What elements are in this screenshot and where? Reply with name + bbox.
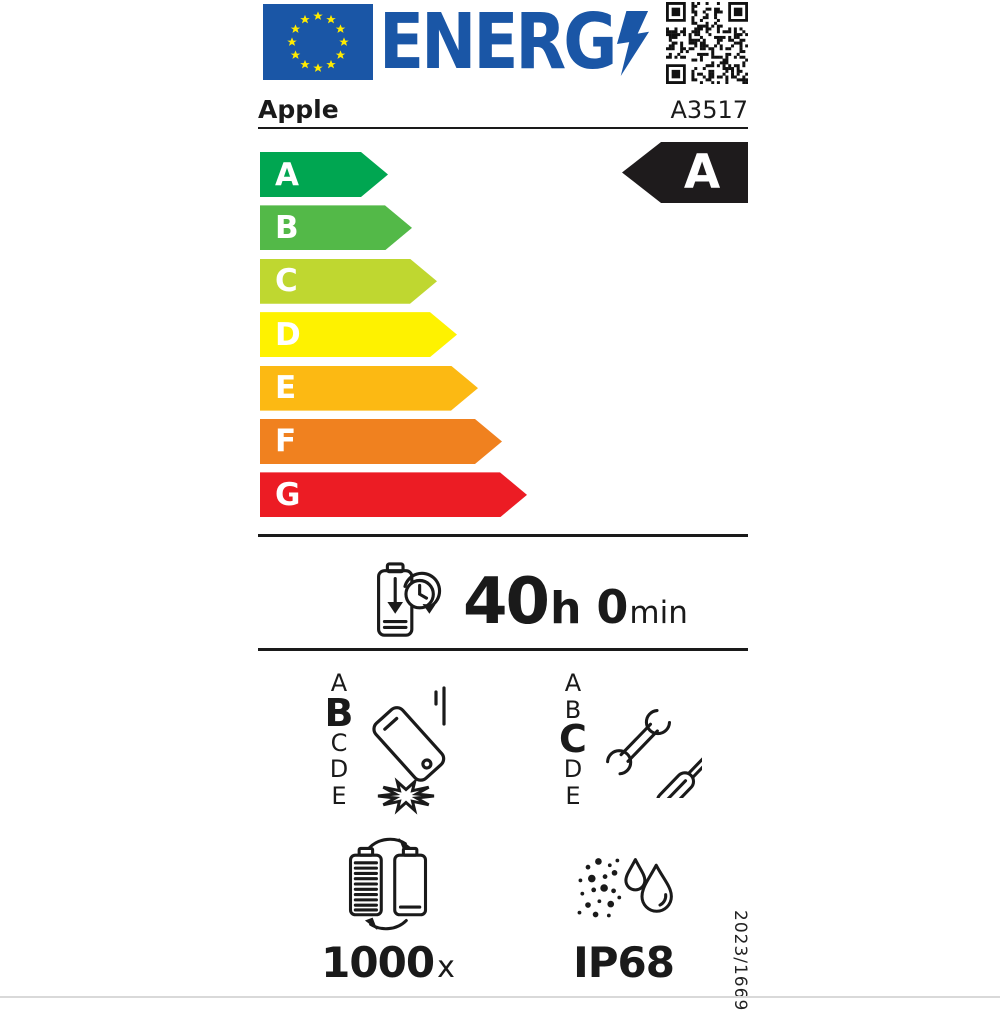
- eu-flag-icon: [263, 4, 373, 80]
- page-divider: [0, 996, 1000, 998]
- class-letter: F: [275, 423, 297, 460]
- cycles-number: 1000: [321, 938, 435, 987]
- divider: [258, 648, 748, 651]
- scale-letter: D: [563, 755, 583, 783]
- energy-class-arrow-f: F: [260, 419, 502, 464]
- scale-letter: E: [331, 781, 347, 810]
- endurance-minutes-unit: min: [629, 595, 688, 631]
- class-letter: C: [275, 263, 298, 300]
- scale-letter: C: [330, 728, 348, 757]
- drop-resistance-scale: A B C D E: [320, 670, 358, 816]
- qr-code: [666, 2, 748, 84]
- phone-drop-icon: [372, 686, 446, 815]
- cycles-unit: x: [437, 950, 455, 985]
- scale-letter: A: [330, 669, 348, 697]
- class-letter: B: [275, 209, 299, 246]
- energ-logo-text: ENERG: [379, 0, 617, 87]
- energy-class-arrow-a: A: [260, 152, 388, 197]
- repairability-section: A B C D E: [554, 670, 702, 809]
- class-letter: G: [275, 476, 301, 513]
- energy-rating-arrow: A: [622, 142, 748, 203]
- endurance-minutes: 0: [596, 580, 629, 634]
- energy-class-scale: A B C D E F G: [260, 152, 527, 526]
- battery-clock-icon: [377, 562, 442, 637]
- scale-letter: B: [564, 695, 582, 724]
- battery-cycles-value: 1000 x: [313, 938, 463, 987]
- energy-class-arrow-b: B: [260, 205, 412, 250]
- energ-logo: ENERG: [379, 3, 650, 80]
- endurance-hours: 40: [463, 565, 550, 639]
- class-letter: E: [275, 370, 297, 407]
- divider: [258, 534, 748, 537]
- endurance-hours-unit: h: [550, 583, 582, 634]
- ip-rating-text: IP68: [573, 938, 675, 987]
- dust-water-icon: [577, 858, 673, 918]
- brand-name: Apple: [258, 95, 339, 124]
- scale-letter: E: [565, 781, 581, 810]
- ingress-protection-section: IP68: [551, 852, 696, 984]
- battery-cycle-icon: [348, 837, 428, 931]
- energy-label: ENERG Apple A3517 A B C D E F G A: [258, 0, 750, 1011]
- energy-rating-letter: A: [683, 145, 721, 200]
- battery-endurance-row: 40 h 0 min: [258, 556, 748, 648]
- class-letter: A: [275, 156, 299, 193]
- ip-rating-value: IP68: [551, 942, 696, 984]
- regulation-number: 2023/1669: [730, 910, 750, 1011]
- scale-letter: B: [324, 690, 354, 735]
- energy-class-arrow-d: D: [260, 312, 457, 357]
- brand-row: Apple A3517: [258, 95, 749, 129]
- model-number: A3517: [670, 96, 749, 124]
- repairability-scale: A B C D E: [554, 670, 592, 809]
- battery-cycles-section: 1000 x: [313, 834, 463, 985]
- energy-class-arrow-g: G: [260, 472, 527, 517]
- scale-letter: D: [329, 755, 349, 783]
- energy-class-arrow-e: E: [260, 366, 478, 411]
- tools-icon: [606, 709, 702, 798]
- scale-letter: C: [559, 717, 587, 761]
- drop-resistance-section: A B C D E: [320, 670, 462, 816]
- battery-endurance-value: 40 h 0 min: [463, 565, 688, 639]
- energy-class-arrow-c: C: [260, 259, 437, 304]
- scale-letter: A: [564, 669, 582, 697]
- class-letter: D: [275, 316, 301, 353]
- energy-lightning-icon: [617, 11, 650, 77]
